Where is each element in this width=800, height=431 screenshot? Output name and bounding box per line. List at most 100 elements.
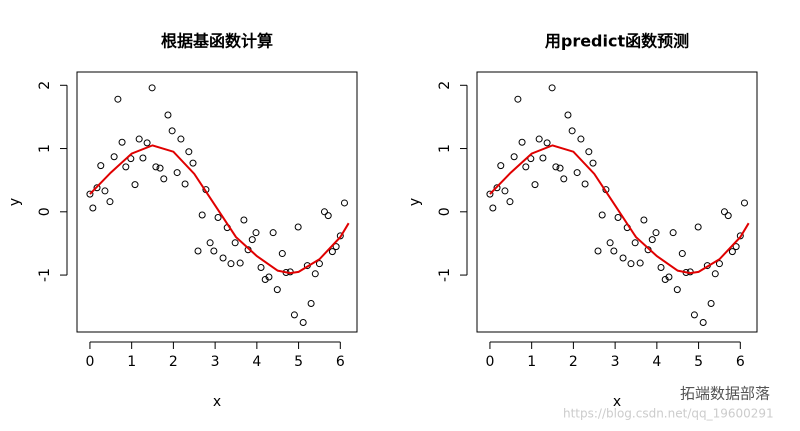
x-tick-label: 1: [127, 354, 136, 370]
point: [101, 187, 109, 195]
point: [694, 223, 702, 231]
point: [257, 263, 265, 271]
y-tick-label: 2: [437, 81, 453, 90]
point: [699, 319, 707, 327]
point: [214, 213, 222, 221]
point: [720, 208, 728, 216]
point: [493, 184, 501, 192]
point: [307, 300, 315, 308]
point: [489, 204, 497, 212]
point: [114, 95, 122, 103]
point: [631, 239, 639, 247]
point: [97, 162, 105, 170]
x-tick-label: 6: [736, 354, 745, 370]
point: [610, 247, 618, 255]
point: [627, 260, 635, 268]
point: [148, 84, 156, 92]
point: [93, 184, 101, 192]
point: [106, 198, 114, 206]
point: [531, 181, 539, 189]
point: [168, 127, 176, 135]
point: [294, 223, 302, 231]
point: [278, 250, 286, 258]
point: [564, 111, 572, 119]
point: [535, 135, 543, 143]
point: [486, 190, 494, 198]
x-tick-label: 2: [569, 354, 578, 370]
plot-box: [476, 71, 758, 333]
x-tick-label: 1: [527, 354, 536, 370]
point: [506, 198, 514, 206]
point: [248, 236, 256, 244]
point: [514, 95, 522, 103]
point: [236, 259, 244, 267]
chart-title: 用predict函数预测: [545, 32, 689, 51]
point: [198, 211, 206, 219]
fit-line: [489, 144, 750, 275]
x-tick-label: 4: [252, 354, 261, 370]
point: [340, 199, 348, 207]
point: [135, 135, 143, 143]
point: [724, 212, 732, 220]
point: [640, 216, 648, 224]
point: [619, 254, 627, 262]
point: [657, 263, 665, 271]
point: [577, 135, 585, 143]
point: [164, 111, 172, 119]
fit-line: [89, 144, 350, 275]
point: [231, 239, 239, 247]
point: [728, 248, 736, 256]
point: [715, 260, 723, 268]
point: [118, 138, 126, 146]
y-tick-label: 0: [37, 207, 53, 216]
point: [497, 162, 505, 170]
x-tick-label: 3: [211, 354, 220, 370]
point: [552, 163, 560, 171]
y-tick-label: 1: [437, 144, 453, 153]
x-tick-label: 5: [294, 354, 303, 370]
y-tick-label: 0: [437, 207, 453, 216]
y-tick-label: -1: [437, 268, 453, 282]
point: [152, 163, 160, 171]
x-axis-title: x: [213, 394, 221, 410]
point: [110, 153, 118, 161]
point: [336, 232, 344, 240]
point: [573, 169, 581, 177]
point: [324, 212, 332, 220]
point: [581, 180, 589, 188]
x-axis-title: x: [613, 394, 621, 410]
point: [665, 273, 673, 281]
point: [560, 175, 568, 183]
point: [707, 300, 715, 308]
point: [522, 163, 530, 171]
point: [501, 187, 509, 195]
chart-title: 根据基函数计算: [161, 32, 273, 51]
point: [690, 311, 698, 319]
y-tick-label: 1: [37, 144, 53, 153]
y-tick-label: -1: [37, 268, 53, 282]
point: [736, 232, 744, 240]
point: [160, 175, 168, 183]
point: [598, 211, 606, 219]
x-tick-label: 2: [169, 354, 178, 370]
point: [510, 153, 518, 161]
watermark-brand: 拓端数据部落: [680, 385, 770, 403]
point: [299, 319, 307, 327]
point: [177, 135, 185, 143]
point: [543, 139, 551, 147]
point: [594, 247, 602, 255]
x-tick-label: 4: [652, 354, 661, 370]
x-tick-label: 6: [336, 354, 345, 370]
point: [240, 216, 248, 224]
point: [732, 243, 740, 251]
y-axis-title: y: [407, 198, 423, 206]
point: [185, 148, 193, 156]
y-tick-label: 2: [37, 81, 53, 90]
point: [539, 154, 547, 162]
y-axis-title: y: [7, 198, 23, 206]
point: [589, 159, 597, 167]
point: [636, 259, 644, 267]
